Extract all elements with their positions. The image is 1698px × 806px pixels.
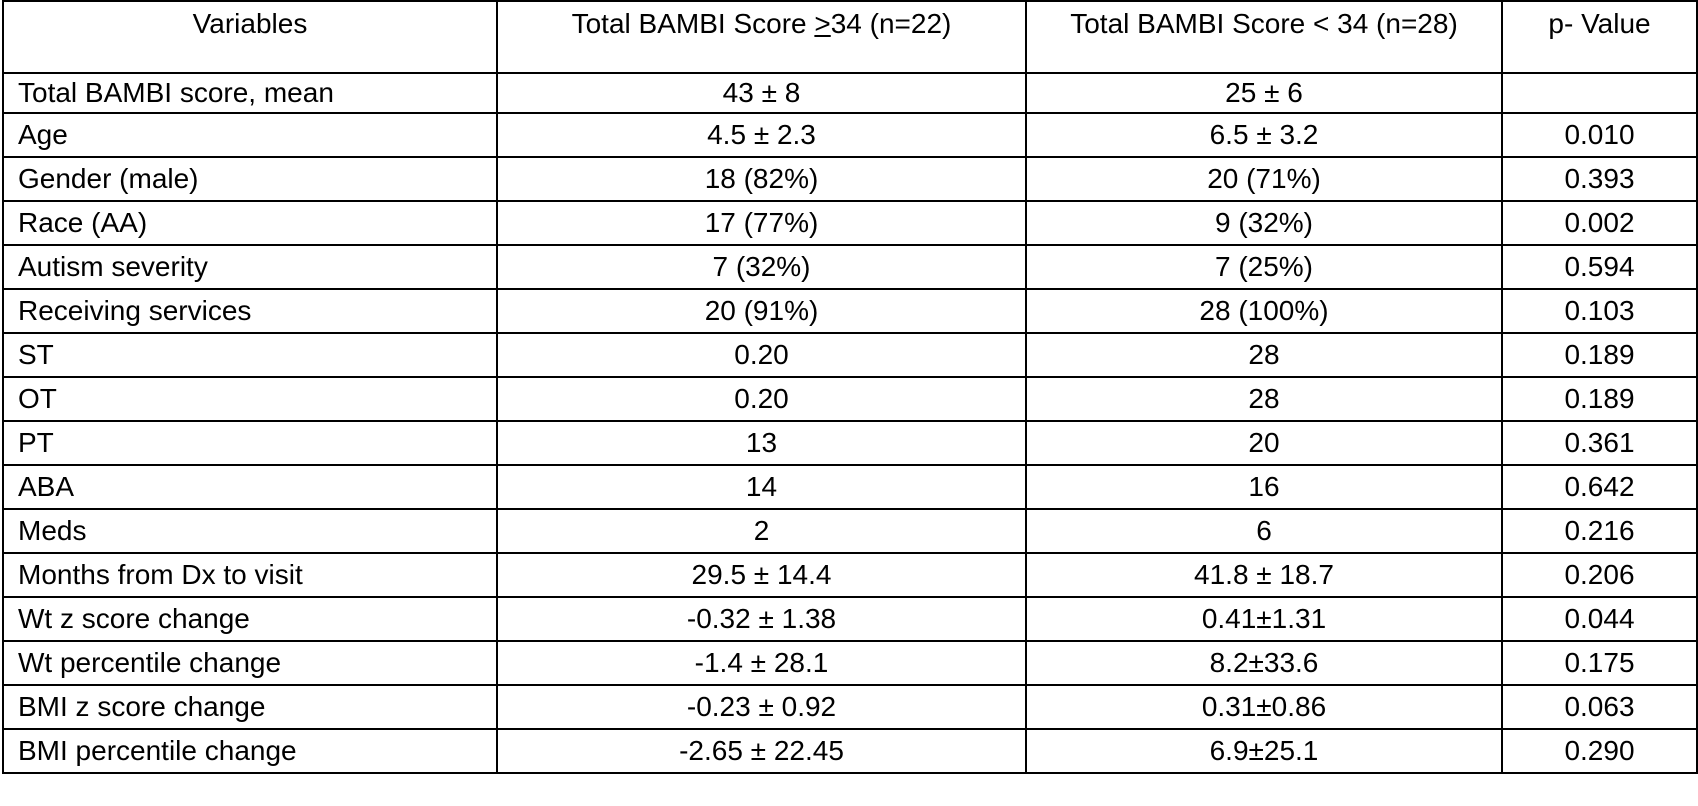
row-group1-value: 4.5 ± 2.3 (496, 112, 1027, 158)
header-p-value: p- Value (1501, 0, 1698, 74)
row-group1-value: 13 (496, 420, 1027, 466)
row-group2-value: 20 (1025, 420, 1503, 466)
header-group2: Total BAMBI Score < 34 (n=28) (1025, 0, 1503, 74)
table-row: BMI percentile change -2.65 ± 22.45 6.9±25… (2, 728, 1698, 774)
row-group1-value: 17 (77%) (496, 200, 1027, 246)
row-p-value: 0.044 (1501, 596, 1698, 642)
row-variable: Race (AA) (2, 200, 498, 246)
row-p-value: 0.206 (1501, 552, 1698, 598)
row-group2-value: 25 ± 6 (1025, 72, 1503, 114)
row-variable: Months from Dx to visit (2, 552, 498, 598)
table-body: Total BAMBI score, mean 43 ± 8 25 ± 6 Age 4.… (2, 72, 1698, 774)
header-row: Variables Total BAMBI Score >34 (n=22) T… (2, 0, 1698, 74)
header-group1-symbol: > (814, 8, 831, 39)
table-row: BMI z score change -0.23 ± 0.92 0.31±0.86 0… (2, 684, 1698, 730)
row-variable: Total BAMBI score, mean (2, 72, 498, 114)
row-group1-value: 29.5 ± 14.4 (496, 552, 1027, 598)
row-group1-value: -0.23 ± 0.92 (496, 684, 1027, 730)
comparison-table: Variables Total BAMBI Score >34 (n=22) T… (2, 0, 1698, 774)
table-row: Total BAMBI score, mean 43 ± 8 25 ± 6 (2, 72, 1698, 114)
row-group1-value: 20 (91%) (496, 288, 1027, 334)
table-row: Age 4.5 ± 2.3 6.5 ± 3.2 0.010 (2, 112, 1698, 158)
row-group2-value: 28 (100%) (1025, 288, 1503, 334)
table-row: Autism severity 7 (32%) 7 (25%) 0.594 (2, 244, 1698, 290)
header-group1-suffix: 34 (n=22) (830, 8, 952, 39)
row-group2-value: 7 (25%) (1025, 244, 1503, 290)
table-row: Receiving services 20 (91%) 28 (100%) 0.103 (2, 288, 1698, 334)
row-group1-value: 43 ± 8 (496, 72, 1027, 114)
row-variable: Autism severity (2, 244, 498, 290)
row-variable: ST (2, 332, 498, 378)
table-row: Race (AA) 17 (77%) 9 (32%) 0.002 (2, 200, 1698, 246)
row-p-value: 0.175 (1501, 640, 1698, 686)
row-group2-value: 6 (1025, 508, 1503, 554)
table-header: Variables Total BAMBI Score >34 (n=22) T… (2, 0, 1698, 74)
row-p-value: 0.103 (1501, 288, 1698, 334)
row-group2-value: 6.9±25.1 (1025, 728, 1503, 774)
row-p-value: 0.290 (1501, 728, 1698, 774)
row-p-value (1501, 72, 1698, 114)
row-p-value: 0.189 (1501, 376, 1698, 422)
row-group1-value: -2.65 ± 22.45 (496, 728, 1027, 774)
row-p-value: 0.189 (1501, 332, 1698, 378)
row-group2-value: 28 (1025, 376, 1503, 422)
header-group1: Total BAMBI Score >34 (n=22) (496, 0, 1027, 74)
table-row: Months from Dx to visit 29.5 ± 14.4 41.8 ±… (2, 552, 1698, 598)
table-row: Meds 2 6 0.216 (2, 508, 1698, 554)
table-row: OT 0.20 28 0.189 (2, 376, 1698, 422)
table-row: Wt z score change -0.32 ± 1.38 0.41±1.31 0.… (2, 596, 1698, 642)
row-variable: OT (2, 376, 498, 422)
row-variable: BMI z score change (2, 684, 498, 730)
table-row: Gender (male) 18 (82%) 20 (71%) 0.393 (2, 156, 1698, 202)
row-group1-value: 18 (82%) (496, 156, 1027, 202)
row-group1-value: -0.32 ± 1.38 (496, 596, 1027, 642)
row-group2-value: 28 (1025, 332, 1503, 378)
row-group2-value: 8.2±33.6 (1025, 640, 1503, 686)
row-group1-value: 2 (496, 508, 1027, 554)
row-variable: PT (2, 420, 498, 466)
row-group2-value: 0.31±0.86 (1025, 684, 1503, 730)
row-variable: Receiving services (2, 288, 498, 334)
row-group1-value: 0.20 (496, 332, 1027, 378)
row-variable: Wt percentile change (2, 640, 498, 686)
row-p-value: 0.063 (1501, 684, 1698, 730)
row-variable: BMI percentile change (2, 728, 498, 774)
table-row: Wt percentile change -1.4 ± 28.1 8.2±33.6 0… (2, 640, 1698, 686)
row-group1-value: 14 (496, 464, 1027, 510)
row-group1-value: 7 (32%) (496, 244, 1027, 290)
row-group2-value: 0.41±1.31 (1025, 596, 1503, 642)
header-variables: Variables (2, 0, 498, 74)
row-variable: Gender (male) (2, 156, 498, 202)
row-variable: Wt z score change (2, 596, 498, 642)
row-p-value: 0.594 (1501, 244, 1698, 290)
row-variable: ABA (2, 464, 498, 510)
header-group1-prefix: Total BAMBI Score (571, 8, 815, 39)
row-p-value: 0.393 (1501, 156, 1698, 202)
row-p-value: 0.361 (1501, 420, 1698, 466)
table-row: ABA 14 16 0.642 (2, 464, 1698, 510)
row-group2-value: 6.5 ± 3.2 (1025, 112, 1503, 158)
row-group2-value: 16 (1025, 464, 1503, 510)
row-group1-value: -1.4 ± 28.1 (496, 640, 1027, 686)
row-group1-value: 0.20 (496, 376, 1027, 422)
row-group2-value: 41.8 ± 18.7 (1025, 552, 1503, 598)
row-p-value: 0.642 (1501, 464, 1698, 510)
row-group2-value: 20 (71%) (1025, 156, 1503, 202)
row-p-value: 0.010 (1501, 112, 1698, 158)
row-p-value: 0.002 (1501, 200, 1698, 246)
row-variable: Meds (2, 508, 498, 554)
table-row: PT 13 20 0.361 (2, 420, 1698, 466)
row-variable: Age (2, 112, 498, 158)
table-row: ST 0.20 28 0.189 (2, 332, 1698, 378)
row-p-value: 0.216 (1501, 508, 1698, 554)
row-group2-value: 9 (32%) (1025, 200, 1503, 246)
